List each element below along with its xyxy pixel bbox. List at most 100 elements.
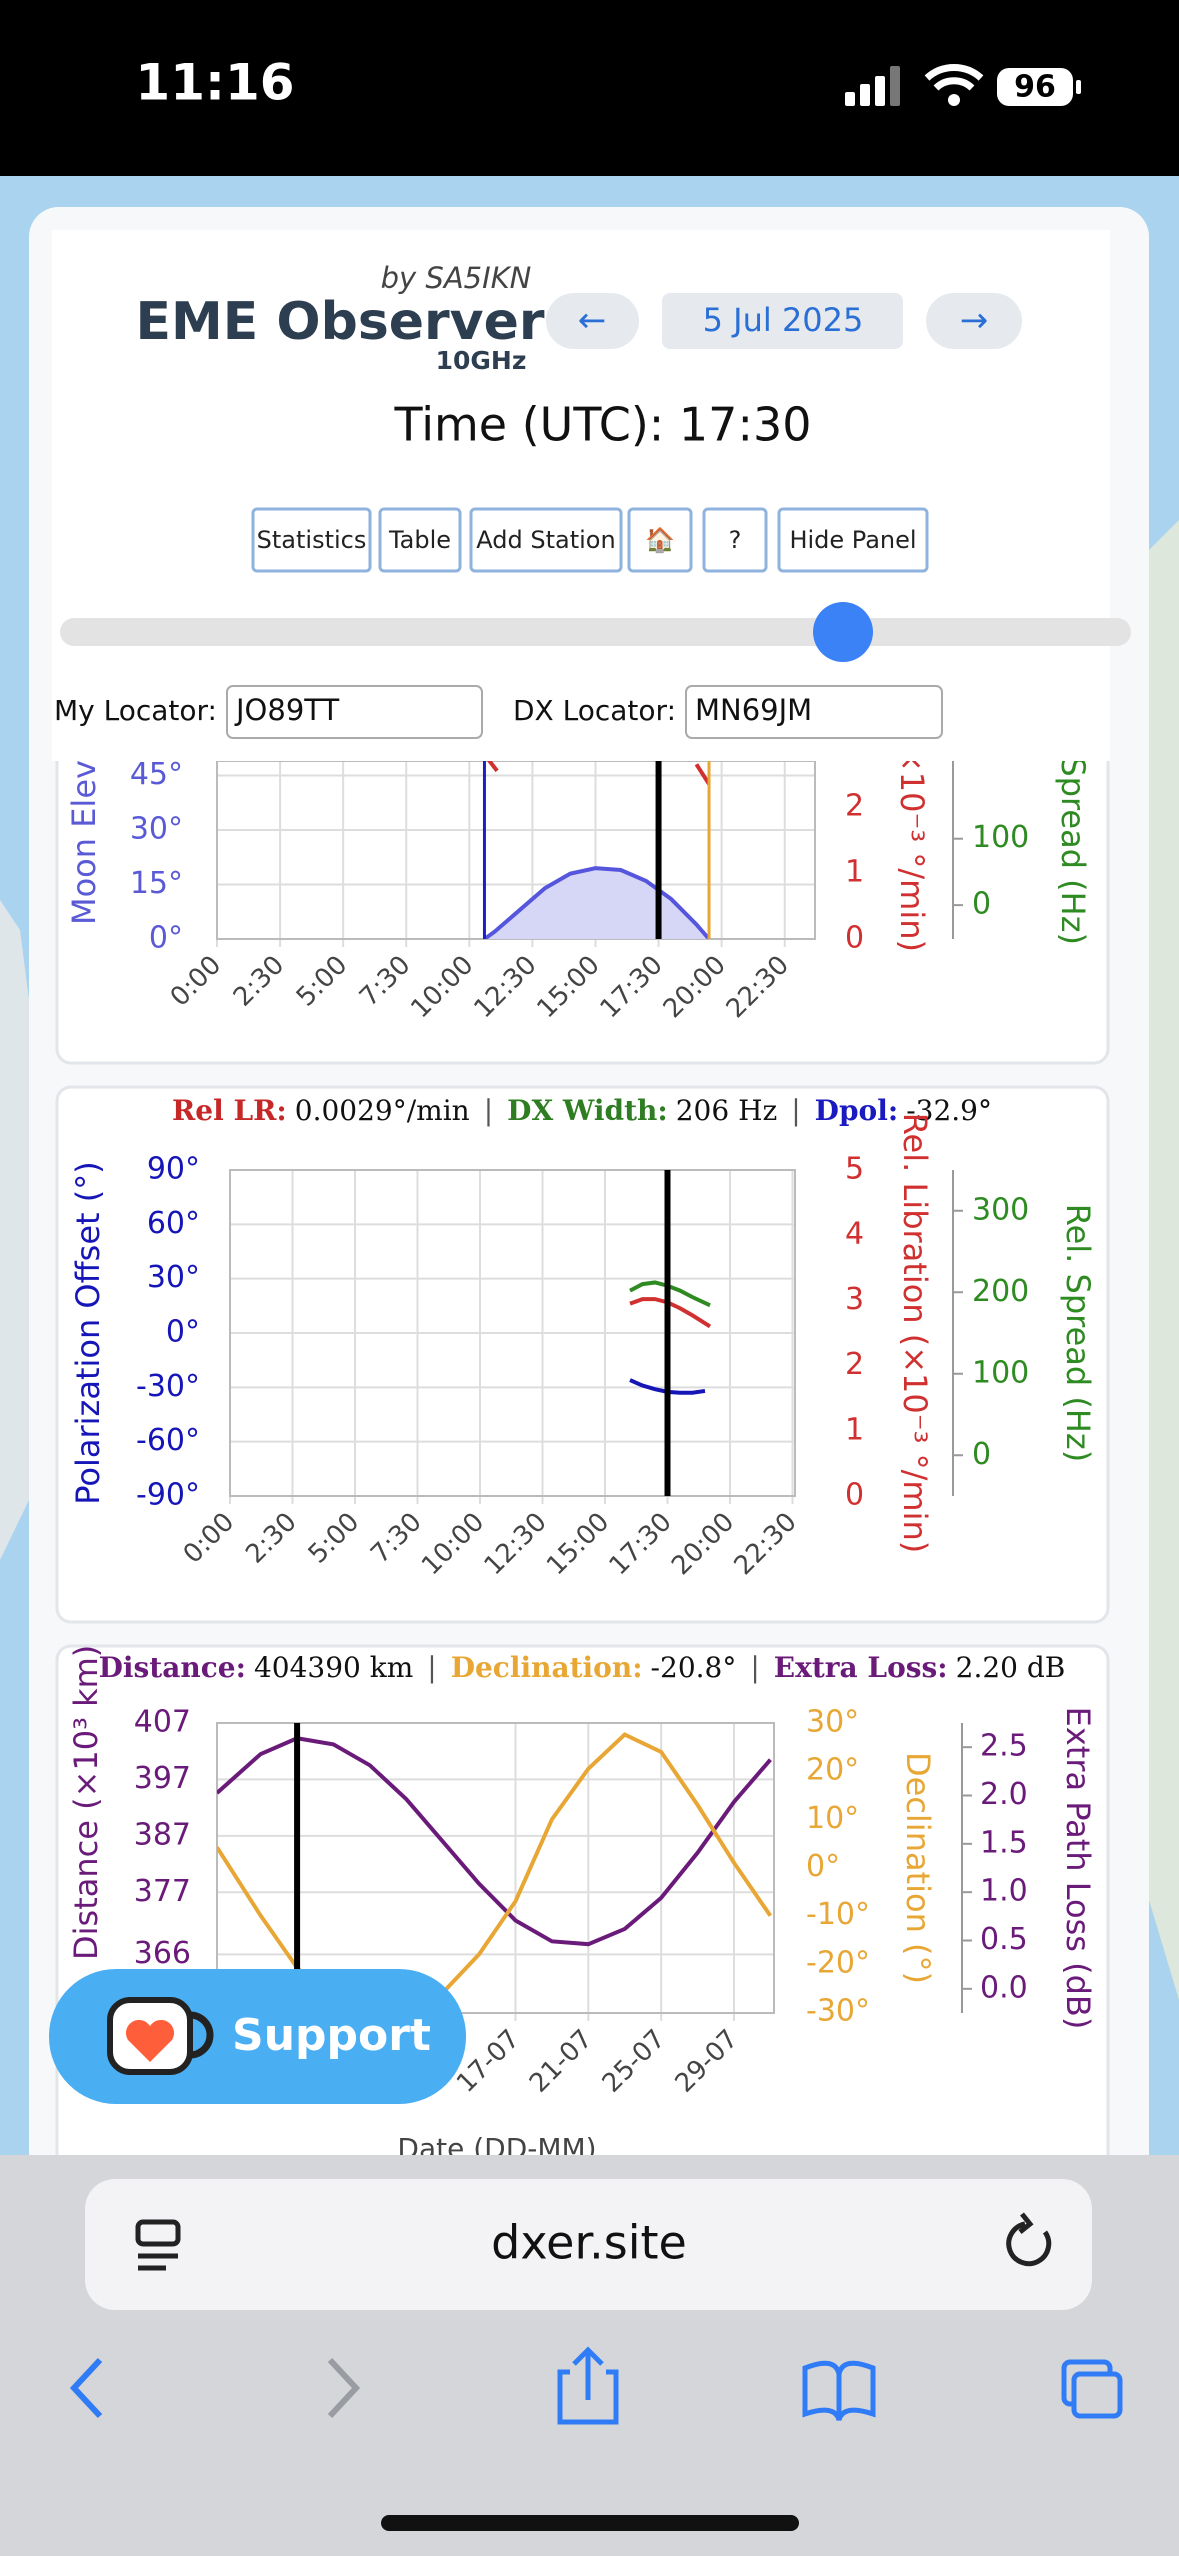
- toolbar-button[interactable]: [627, 507, 693, 573]
- date[interactable]: 5 Jul 2025: [703, 301, 864, 339]
- toolbar-button[interactable]: [251, 507, 372, 573]
- y3-tick-label: 100: [972, 1355, 1029, 1390]
- dx-locator-value[interactable]: MN69JM: [695, 693, 812, 727]
- bookmarks-button[interactable]: [802, 2360, 876, 2421]
- y3-tick-label: 0.0: [980, 1970, 1028, 2005]
- chart: Rel LR: 0.0029°/min | DX Width: 206 Hz | Dpol:…: [55, 1085, 1110, 1624]
- reload-icon[interactable]: [1006, 2212, 1052, 2267]
- y2-tick-label: -20°: [806, 1945, 870, 1980]
- toolbar-button[interactable]: [702, 507, 768, 573]
- y3-tick-label: 1.5: [980, 1825, 1028, 1860]
- header-value: 404390 km: [254, 1651, 413, 1684]
- dx-locator-label: DX Locator:: [513, 694, 676, 727]
- byline: by SA5IKN: [381, 261, 532, 295]
- toolbar-button-label[interactable]: Statistics: [257, 526, 367, 554]
- charts: 0°15°30°45°0:00 2:30 5:00 7:3010:0012:3015:…: [55, 512, 1110, 2222]
- y3-tick-label: 0: [972, 887, 991, 922]
- header-label: Declination:: [451, 1651, 643, 1684]
- map-land: [1149, 520, 1179, 2000]
- y2-tick-label: 1: [845, 1412, 864, 1447]
- clock: 11:16: [135, 54, 294, 112]
- y-tick-label: 60°: [147, 1206, 200, 1241]
- y-tick-label: 30°: [147, 1260, 200, 1295]
- axis-label: Declination (°): [899, 1752, 937, 1984]
- header-value: -32.9°: [906, 1094, 992, 1127]
- prev-day-arrow[interactable]: ←: [578, 301, 607, 341]
- y2-tick-label: 1: [845, 855, 864, 890]
- toolbar-button-label[interactable]: Hide Panel: [789, 526, 916, 554]
- support-label[interactable]: Support: [232, 2010, 431, 2061]
- my-locator-value[interactable]: JO89TT: [234, 693, 339, 727]
- chart: 0°15°30°45°0:00 2:30 5:00 7:3010:0012:3015:…: [55, 512, 1110, 1065]
- y2-tick-label: 2: [845, 789, 864, 824]
- y-tick-label: 45°: [130, 757, 183, 792]
- y3-tick-label: 2.0: [980, 1777, 1028, 1812]
- tabs-button[interactable]: [1061, 2359, 1123, 2419]
- control-panel: by SA5IKN EME Observer 10GHz ← 5 Jul 202…: [29, 207, 1149, 761]
- share-button[interactable]: [557, 2346, 619, 2425]
- plot-frame: [229, 1169, 796, 1497]
- axis-label: Rel. Spread (Hz): [1059, 1204, 1097, 1462]
- my-locator-input[interactable]: [226, 685, 483, 739]
- y2-tick-label: 30°: [806, 1705, 859, 1740]
- next-day-button[interactable]: [926, 293, 1022, 349]
- chart: Distance: 404390 km | Declination: -20.8° | Ex…: [55, 1644, 1110, 2222]
- y3-tick-label: 200: [972, 1274, 1029, 1309]
- line: [217, 1736, 772, 1947]
- next-day-arrow[interactable]: →: [960, 301, 989, 341]
- separator: |: [791, 1094, 800, 1127]
- toolbar-button-label[interactable]: 🏠: [645, 526, 675, 554]
- y-tick-label: -30°: [136, 1369, 200, 1404]
- y-tick-label: 30°: [130, 812, 183, 847]
- axis-label: Distance (×10³ km): [67, 1645, 105, 1960]
- y2-tick-label: 20°: [806, 1753, 859, 1788]
- line: [486, 761, 711, 786]
- toolbar-button-label[interactable]: ?: [729, 526, 742, 554]
- app-title: EME Observer: [136, 292, 545, 352]
- back-button[interactable]: [69, 2357, 103, 2419]
- y-tick-label: 366: [134, 1936, 191, 1971]
- header-value: 206 Hz: [676, 1094, 778, 1127]
- toolbar-button[interactable]: [777, 507, 929, 573]
- toolbar-button[interactable]: [378, 507, 462, 573]
- y3-tick-label: 100: [972, 820, 1029, 855]
- time-slider[interactable]: [60, 618, 1131, 646]
- dx-locator-input[interactable]: [685, 685, 943, 739]
- y2-tick-label: 0°: [806, 1849, 840, 1884]
- y2-tick-label: 10°: [806, 1801, 859, 1836]
- slider-knob[interactable]: [813, 602, 873, 662]
- separator: |: [427, 1651, 436, 1684]
- y2-tick-label: 3: [845, 1282, 864, 1317]
- battery-level: 96: [1014, 70, 1056, 105]
- y3-tick-label: 1.0: [980, 1874, 1028, 1909]
- toolbar-button[interactable]: [469, 507, 623, 573]
- support-cup-handle[interactable]: [189, 2011, 214, 2059]
- url[interactable]: dxer.site: [491, 2216, 687, 2270]
- chart-header: Distance: 404390 km | Declination: -20.8° | Ex…: [99, 1651, 1066, 1684]
- y3-tick-label: 300: [972, 1192, 1029, 1227]
- url-bar[interactable]: [85, 2179, 1092, 2310]
- header-label: Distance:: [99, 1651, 246, 1684]
- prev-day-button[interactable]: [546, 293, 639, 349]
- y2-tick-label: -30°: [806, 1994, 870, 2029]
- battery: [997, 68, 1073, 106]
- battery-cap: [1076, 80, 1081, 94]
- my-locator-label: My Locator:: [54, 694, 217, 727]
- axis-label: Polarization Offset (°): [69, 1161, 107, 1504]
- separator: |: [484, 1094, 493, 1127]
- y-tick-label: 397: [134, 1761, 191, 1796]
- y-tick-label: 15°: [130, 866, 183, 901]
- y-tick-label: 0°: [149, 921, 183, 956]
- y3-tick-label: 0.5: [980, 1922, 1028, 1957]
- date-button[interactable]: [662, 293, 903, 349]
- axis-label: Rel. Libration (×10⁻³ °/min): [896, 1113, 934, 1554]
- toolbar-button-label[interactable]: Add Station: [476, 526, 615, 554]
- y3-tick-label: 0: [972, 1437, 991, 1472]
- area: [484, 868, 710, 939]
- reader-icon[interactable]: [135, 2219, 181, 2271]
- support-heart[interactable]: [125, 2019, 175, 2062]
- y2-tick-label: 4: [845, 1217, 864, 1252]
- chart-header: Rel LR: 0.0029°/min | DX Width: 206 Hz | Dpol:…: [172, 1094, 992, 1127]
- toolbar-button-label[interactable]: Table: [388, 526, 451, 554]
- header-value: 0.0029°/min: [295, 1094, 470, 1127]
